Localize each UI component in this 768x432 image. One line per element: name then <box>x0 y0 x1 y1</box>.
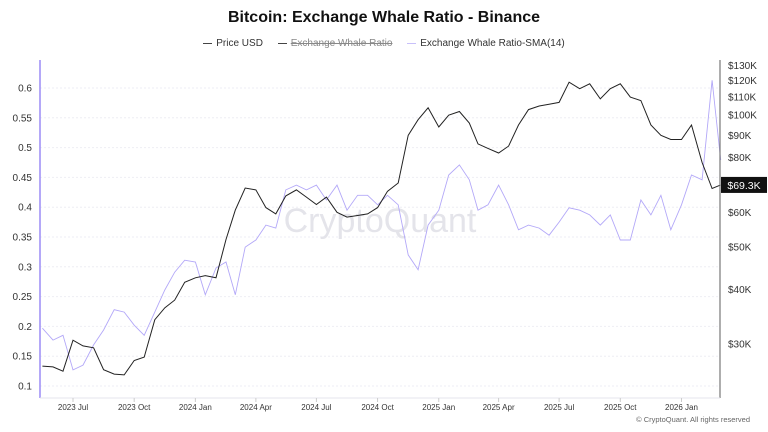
legend-label: Exchange Whale Ratio-SMA(14) <box>420 38 565 49</box>
right-tick-label: $50K <box>728 242 752 253</box>
left-tick-label: 0.2 <box>18 322 32 333</box>
legend-label: Exchange Whale Ratio <box>290 38 393 49</box>
x-tick-label: 2024 Oct <box>361 403 394 412</box>
x-tick-label: 2024 Jul <box>301 403 331 412</box>
legend: Price USD Exchange Whale Ratio Exchange … <box>0 36 768 49</box>
left-tick-label: 0.15 <box>13 352 33 363</box>
left-tick-label: 0.5 <box>18 143 32 154</box>
x-tick-label: 2025 Jan <box>422 403 455 412</box>
left-tick-label: 0.4 <box>18 203 32 214</box>
legend-item-price[interactable]: Price USD <box>203 38 263 49</box>
last-price-label: $69.3K <box>727 180 760 192</box>
x-tick-label: 2024 Apr <box>240 403 272 412</box>
left-tick-label: 0.35 <box>13 233 33 244</box>
left-tick-label: 0.6 <box>18 84 32 95</box>
x-tick-label: 2024 Jan <box>179 403 212 412</box>
right-tick-label: $110K <box>728 93 757 104</box>
right-tick-label: $90K <box>728 131 752 142</box>
right-tick-label: $60K <box>728 208 752 219</box>
chart-title: Bitcoin: Exchange Whale Ratio - Binance <box>227 9 541 26</box>
legend-item-sma[interactable]: Exchange Whale Ratio-SMA(14) <box>407 38 565 49</box>
x-tick-label: 2026 Jan <box>665 403 698 412</box>
x-tick-label: 2025 Jul <box>544 403 574 412</box>
x-tick-label: 2023 Jul <box>58 403 88 412</box>
x-tick-label: 2025 Apr <box>483 403 515 412</box>
legend-swatch <box>203 43 213 44</box>
last-price-tag: $69.3K <box>721 176 767 193</box>
watermark: CryptoQuant <box>284 202 477 240</box>
x-tick-label: 2023 Oct <box>118 403 151 412</box>
right-tick-label: $40K <box>728 285 752 296</box>
legend-swatch <box>407 43 417 44</box>
right-tick-label: $80K <box>728 153 752 164</box>
legend-item-whale-ratio[interactable]: Exchange Whale Ratio <box>277 38 393 49</box>
left-tick-label: 0.3 <box>18 262 32 273</box>
right-tick-label: $100K <box>728 111 757 122</box>
right-tick-label: $120K <box>728 76 757 87</box>
price-line <box>42 81 721 376</box>
left-tick-label: 0.1 <box>18 382 32 393</box>
left-tick-label: 0.25 <box>13 292 33 303</box>
legend-swatch <box>277 43 287 44</box>
x-tick-label: 2025 Oct <box>604 403 637 412</box>
right-tick-label: $30K <box>728 340 752 351</box>
right-tick-label: $130K <box>728 61 757 72</box>
left-tick-label: 0.45 <box>13 173 33 184</box>
copyright: © CryptoQuant. All rights reserved <box>636 415 750 424</box>
left-tick-label: 0.55 <box>13 113 33 124</box>
legend-label: Price USD <box>216 38 263 49</box>
